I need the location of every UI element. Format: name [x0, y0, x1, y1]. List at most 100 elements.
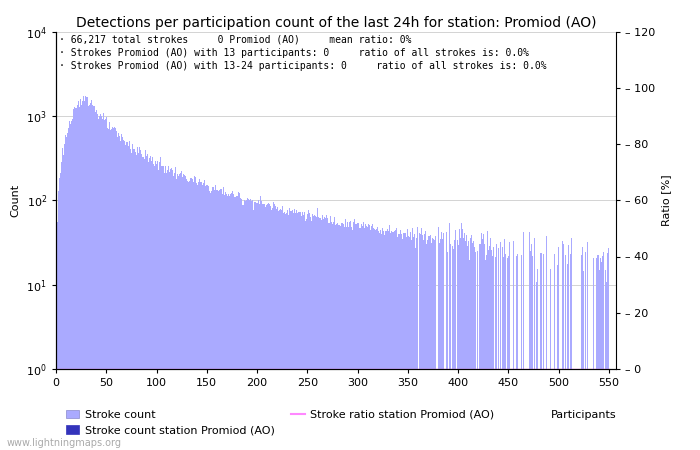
Bar: [456, 240, 458, 450]
Bar: [161, 166, 162, 450]
Bar: [118, 133, 119, 450]
Bar: [449, 243, 451, 450]
Bar: [467, 246, 468, 450]
Bar: [601, 262, 603, 450]
Bar: [337, 223, 338, 450]
Bar: [477, 251, 478, 450]
Bar: [311, 220, 312, 450]
Bar: [295, 212, 296, 450]
Bar: [328, 223, 329, 450]
Bar: [421, 228, 423, 450]
Bar: [106, 117, 107, 450]
Bar: [59, 178, 60, 450]
Bar: [94, 106, 95, 450]
Bar: [132, 144, 133, 450]
Bar: [239, 193, 241, 450]
Bar: [348, 226, 349, 450]
Bar: [318, 217, 319, 450]
Bar: [279, 210, 280, 450]
Bar: [298, 212, 299, 450]
Bar: [401, 234, 402, 450]
Bar: [149, 158, 150, 450]
Bar: [134, 149, 135, 450]
Bar: [293, 213, 294, 450]
Bar: [187, 181, 188, 450]
Bar: [148, 162, 149, 450]
Bar: [196, 183, 197, 450]
Bar: [244, 202, 246, 450]
Bar: [113, 128, 114, 450]
Bar: [481, 234, 482, 450]
Bar: [199, 179, 200, 450]
Bar: [204, 180, 205, 450]
Bar: [284, 212, 285, 450]
Bar: [454, 230, 456, 450]
Bar: [419, 233, 421, 450]
Bar: [323, 219, 324, 450]
Bar: [96, 110, 97, 450]
Bar: [536, 282, 537, 450]
Bar: [220, 189, 221, 450]
Bar: [440, 232, 442, 450]
Bar: [262, 204, 264, 450]
Bar: [480, 243, 481, 450]
Bar: [153, 164, 154, 450]
Bar: [198, 182, 200, 450]
Bar: [168, 166, 169, 450]
Bar: [179, 174, 180, 450]
Bar: [302, 212, 303, 450]
Bar: [462, 230, 463, 450]
Bar: [166, 173, 167, 450]
Bar: [474, 247, 475, 450]
Bar: [353, 222, 354, 450]
Bar: [424, 234, 426, 450]
Bar: [300, 212, 301, 450]
Bar: [223, 187, 225, 450]
Bar: [125, 145, 126, 450]
Bar: [205, 186, 206, 450]
Bar: [460, 238, 461, 450]
Bar: [271, 210, 272, 450]
Bar: [280, 209, 281, 450]
Bar: [430, 243, 431, 450]
Bar: [163, 166, 164, 450]
Bar: [596, 258, 597, 450]
Bar: [316, 217, 317, 450]
Bar: [57, 191, 59, 450]
Bar: [557, 265, 558, 450]
Bar: [197, 184, 198, 450]
Bar: [310, 217, 311, 450]
Bar: [336, 224, 337, 450]
Bar: [116, 130, 117, 450]
Bar: [173, 176, 174, 450]
Bar: [226, 194, 228, 450]
Bar: [108, 122, 110, 450]
Bar: [276, 207, 278, 450]
Bar: [495, 256, 496, 450]
Bar: [446, 232, 447, 450]
Bar: [274, 206, 276, 450]
Bar: [465, 241, 466, 450]
Bar: [99, 114, 101, 450]
Bar: [340, 226, 341, 450]
Bar: [133, 149, 134, 450]
Bar: [470, 235, 472, 450]
Bar: [550, 270, 551, 450]
Bar: [121, 134, 122, 450]
Bar: [500, 242, 501, 450]
Bar: [335, 225, 336, 450]
Bar: [112, 126, 113, 450]
Bar: [74, 107, 75, 450]
Bar: [355, 224, 356, 450]
Bar: [403, 233, 405, 450]
Text: www.lightningmaps.org: www.lightningmaps.org: [7, 438, 122, 448]
Bar: [73, 109, 74, 450]
Bar: [218, 191, 219, 450]
Bar: [176, 179, 177, 450]
Bar: [90, 104, 91, 450]
Bar: [431, 238, 433, 450]
Bar: [554, 254, 555, 450]
Bar: [290, 211, 292, 450]
Bar: [258, 204, 260, 450]
Bar: [292, 210, 293, 450]
